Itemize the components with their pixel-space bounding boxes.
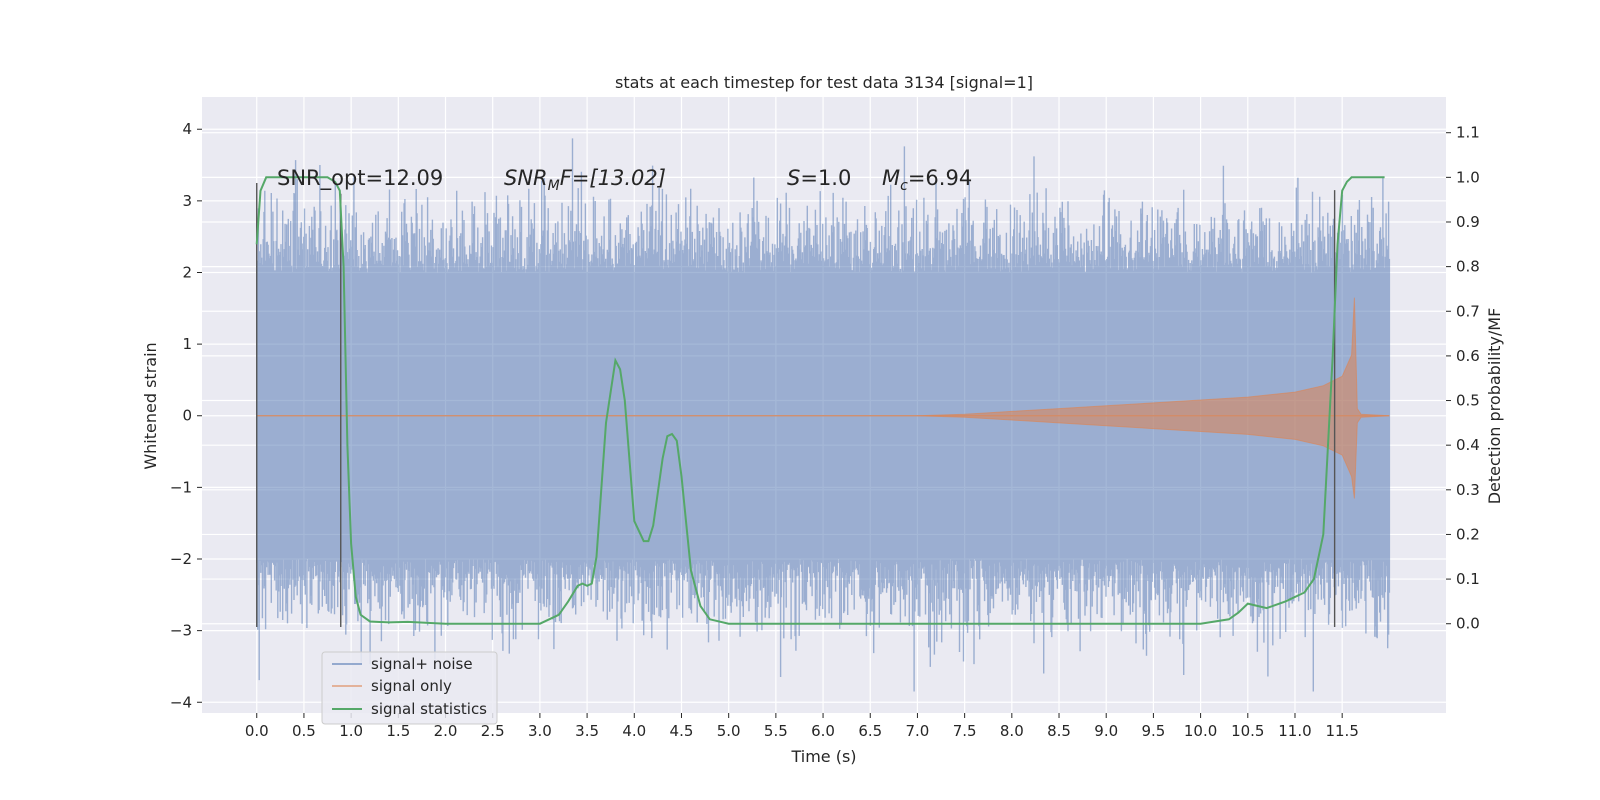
- x-tick-label: 6.0: [811, 722, 835, 740]
- y-right-tick-label: 0.9: [1456, 213, 1480, 231]
- y-left-tick-label: 2: [182, 263, 192, 281]
- x-tick-label: 0.5: [292, 722, 316, 740]
- y-right-tick-label: 0.4: [1456, 436, 1480, 454]
- x-tick-label: 11.5: [1325, 722, 1358, 740]
- vertical-markers: [256, 182, 1336, 628]
- legend-box: [321, 651, 498, 725]
- signal-only-fill: [256, 297, 1390, 499]
- y-left-tick-label: −3: [170, 622, 192, 640]
- y-right-axis-ticks: 1.1 1.0 0.9 0.8 0.7 0.6 0.5 0.4 0.3 0.2 0.1 0.0: [1446, 124, 1480, 633]
- signal-statistics-series: [255, 176, 1385, 625]
- annotation-snr-mf: SNRMF=[13.02]: [504, 166, 666, 194]
- x-tick-label: 6.5: [858, 722, 882, 740]
- y-left-tick-label: 3: [182, 192, 192, 210]
- x-tick-label: 8.5: [1047, 722, 1071, 740]
- legend-label-signal-only: signal only: [371, 677, 452, 695]
- s-variable: S: [787, 166, 800, 190]
- x-tick-label: 4.0: [622, 722, 646, 740]
- signal-only-series: [256, 297, 1390, 499]
- x-axis-ticks: 0.0 0.5 1.0 1.5 2.0 2.5 3.0 3.5 4.0 4.5 5.0 5.5 6.0 6…: [245, 713, 1359, 740]
- y-right-tick-label: 0.3: [1456, 481, 1480, 499]
- x-tick-label: 9.5: [1141, 722, 1165, 740]
- y-right-axis-label: Detection probability/MF: [1485, 308, 1504, 505]
- y-left-tick-label: −1: [170, 478, 192, 496]
- y-left-axis-ticks: 4 3 2 1 0 −1 −2 −3 −4: [170, 120, 202, 711]
- x-tick-label: 2.0: [434, 722, 458, 740]
- legend-label-signal-noise: signal+ noise: [371, 655, 473, 673]
- signal-statistics-line: [255, 176, 1385, 625]
- x-tick-label: 10.0: [1184, 722, 1217, 740]
- y-left-axis-label: Whitened strain: [141, 342, 160, 469]
- y-left-tick-label: −2: [170, 550, 192, 568]
- y-right-tick-label: 0.6: [1456, 347, 1480, 365]
- annotation-snr-opt: SNR_opt=12.09: [277, 166, 443, 191]
- y-left-tick-label: 0: [182, 407, 192, 425]
- x-tick-label: 9.0: [1094, 722, 1118, 740]
- x-tick-label: 4.5: [670, 722, 694, 740]
- x-tick-label: 7.5: [953, 722, 977, 740]
- x-axis-label: Time (s): [790, 747, 856, 766]
- y-right-tick-label: 0.7: [1456, 302, 1480, 320]
- x-tick-label: 3.0: [528, 722, 552, 740]
- x-tick-label: 7.0: [906, 722, 930, 740]
- y-right-tick-label: 1.0: [1456, 168, 1480, 186]
- legend: signal+ noise signal only signal statist…: [321, 651, 498, 725]
- x-tick-label: 8.0: [1000, 722, 1024, 740]
- y-right-tick-label: 0.8: [1456, 258, 1480, 276]
- x-tick-label: 1.0: [339, 722, 363, 740]
- y-right-tick-label: 0.5: [1456, 392, 1480, 410]
- x-tick-label: 5.0: [717, 722, 741, 740]
- y-left-tick-label: 4: [182, 120, 192, 138]
- y-right-tick-label: 0.1: [1456, 570, 1480, 588]
- legend-label-signal-statistics: signal statistics: [371, 700, 487, 718]
- x-tick-label: 2.5: [481, 722, 505, 740]
- snr-mf-prefix: SNR: [504, 166, 548, 190]
- annotation-s: S=1.0: [787, 166, 851, 190]
- y-right-tick-label: 0.2: [1456, 525, 1480, 543]
- x-tick-label: 3.5: [575, 722, 599, 740]
- y-right-tick-label: 0.0: [1456, 615, 1480, 633]
- snr-mf-subscript: M: [548, 178, 560, 194]
- x-tick-label: 11.0: [1278, 722, 1311, 740]
- x-tick-label: 0.0: [245, 722, 269, 740]
- mc-value: =6.94: [908, 166, 972, 190]
- y-left-tick-label: −4: [170, 693, 192, 711]
- x-tick-label: 10.5: [1231, 722, 1264, 740]
- x-tick-label: 1.5: [386, 722, 410, 740]
- mc-subscript: c: [900, 178, 908, 194]
- chart-title: stats at each timestep for test data 313…: [615, 73, 1033, 92]
- y-right-tick-label: 1.1: [1456, 124, 1480, 142]
- annotation-mc: Mc=6.94: [882, 166, 972, 194]
- s-value: =1.0: [800, 166, 851, 190]
- mc-variable: M: [882, 166, 900, 190]
- snr-mf-suffix: F=[13.02]: [560, 166, 666, 190]
- y-left-tick-label: 1: [182, 335, 192, 353]
- x-tick-label: 5.5: [764, 722, 788, 740]
